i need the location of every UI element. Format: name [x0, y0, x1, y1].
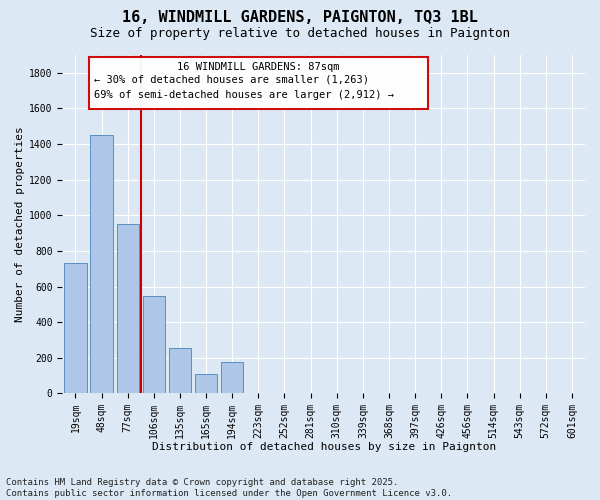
Bar: [195, 374, 217, 394]
X-axis label: Distribution of detached houses by size in Paignton: Distribution of detached houses by size …: [152, 442, 496, 452]
Y-axis label: Number of detached properties: Number of detached properties: [15, 126, 25, 322]
Bar: [169, 348, 191, 394]
FancyBboxPatch shape: [89, 57, 428, 110]
Bar: [143, 296, 165, 394]
Text: 16, WINDMILL GARDENS, PAIGNTON, TQ3 1BL: 16, WINDMILL GARDENS, PAIGNTON, TQ3 1BL: [122, 10, 478, 25]
Bar: [221, 362, 244, 394]
Text: Contains HM Land Registry data © Crown copyright and database right 2025.
Contai: Contains HM Land Registry data © Crown c…: [6, 478, 452, 498]
Text: ← 30% of detached houses are smaller (1,263): ← 30% of detached houses are smaller (1,…: [94, 74, 369, 85]
Text: 16 WINDMILL GARDENS: 87sqm: 16 WINDMILL GARDENS: 87sqm: [177, 62, 340, 72]
Bar: [91, 136, 113, 394]
Bar: [64, 263, 86, 394]
Bar: [116, 224, 139, 394]
Text: 69% of semi-detached houses are larger (2,912) →: 69% of semi-detached houses are larger (…: [94, 90, 394, 101]
Text: Size of property relative to detached houses in Paignton: Size of property relative to detached ho…: [90, 28, 510, 40]
